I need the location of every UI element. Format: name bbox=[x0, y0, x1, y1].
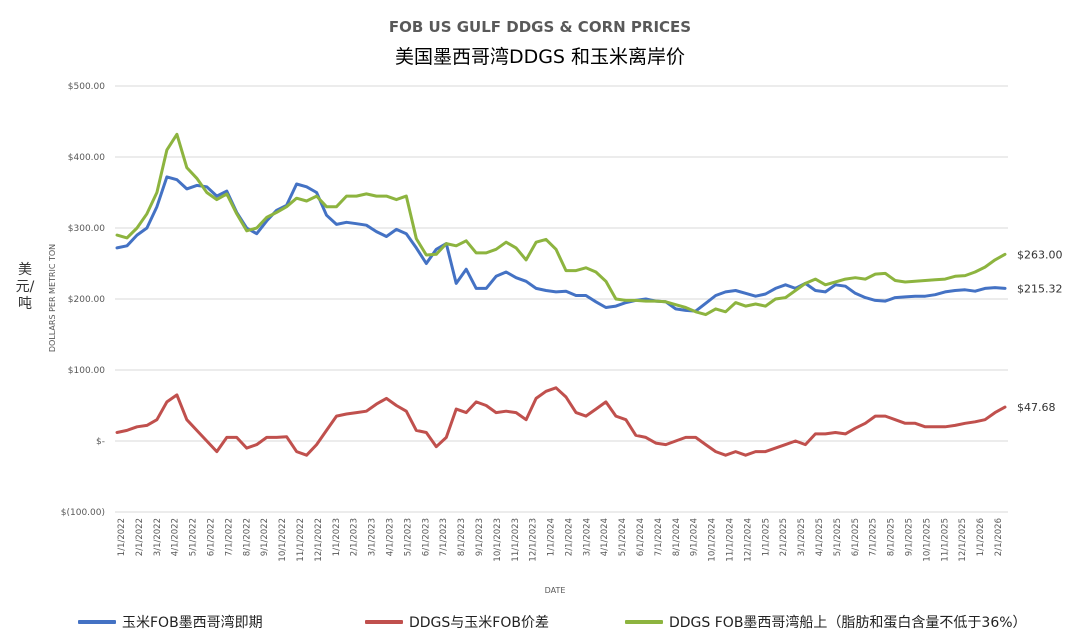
x-tick-label: 2/1/2022 bbox=[135, 518, 145, 556]
x-tick-label: 9/1/2023 bbox=[475, 518, 485, 556]
x-tick-label: 11/1/2022 bbox=[296, 518, 306, 562]
chart-title: FOB US GULF DDGS & CORN PRICES bbox=[388, 18, 692, 36]
x-tick-label: 9/1/2024 bbox=[690, 518, 700, 556]
x-tick-label: 4/1/2025 bbox=[815, 518, 825, 556]
unit-label: 美元/吨 bbox=[15, 262, 35, 312]
x-axis-label: DATE bbox=[545, 586, 566, 595]
legend-swatch-spread bbox=[365, 620, 403, 624]
y-tick-label: $(100.00) bbox=[61, 508, 105, 518]
x-tick-label: 11/1/2025 bbox=[940, 518, 950, 562]
x-tick-label: 3/1/2022 bbox=[153, 518, 163, 556]
y-tick-label: $400.00 bbox=[68, 153, 105, 163]
legend-item-ddgs: DDGS FOB墨西哥湾船上（脂肪和蛋白含量不低于36%） bbox=[625, 612, 1027, 632]
x-tick-label: 2/1/2023 bbox=[350, 518, 360, 556]
x-tick-label: 11/1/2024 bbox=[726, 518, 736, 562]
x-tick-label: 7/1/2022 bbox=[224, 518, 234, 556]
end-labels: $215.32 $263.00 $47.68 bbox=[1017, 248, 1063, 414]
x-tick-label: 8/1/2023 bbox=[457, 518, 467, 556]
x-tick-label: 7/1/2024 bbox=[654, 518, 664, 556]
x-tick-label: 4/1/2023 bbox=[385, 518, 395, 556]
x-tick-label: 3/1/2025 bbox=[797, 518, 807, 556]
x-tick-label: 5/1/2022 bbox=[189, 518, 199, 556]
x-tick-label: 8/1/2024 bbox=[672, 518, 682, 556]
x-tick-label: 4/1/2022 bbox=[171, 518, 181, 556]
x-tick-label: 11/1/2023 bbox=[511, 518, 521, 562]
x-tick-label: 6/1/2023 bbox=[421, 518, 431, 556]
x-tick-label: 10/1/2025 bbox=[922, 518, 932, 562]
series-ddgs-line bbox=[115, 132, 1007, 317]
legend-item-corn: 玉米FOB墨西哥湾即期 bbox=[78, 612, 263, 632]
x-tick-label: 7/1/2025 bbox=[869, 518, 879, 556]
legend-label-corn: 玉米FOB墨西哥湾即期 bbox=[122, 615, 263, 631]
legend-label-ddgs: DDGS FOB墨西哥湾船上（脂肪和蛋白含量不低于36%） bbox=[669, 615, 1027, 631]
x-tick-label: 8/1/2022 bbox=[242, 518, 252, 556]
end-value-label: $215.32 bbox=[1017, 282, 1063, 295]
x-tick-label: 1/1/2023 bbox=[332, 518, 342, 556]
x-tick-label: 8/1/2025 bbox=[887, 518, 897, 556]
legend-swatch-ddgs bbox=[625, 620, 663, 624]
legend-swatch-corn bbox=[78, 620, 116, 624]
x-tick-label: 5/1/2024 bbox=[618, 518, 628, 556]
x-tick-label: 6/1/2024 bbox=[636, 518, 646, 556]
series-corn-line bbox=[115, 175, 1007, 313]
x-tick-label: 1/1/2024 bbox=[547, 518, 557, 556]
x-tick-label: 9/1/2022 bbox=[260, 518, 270, 556]
y-tick-label: $100.00 bbox=[68, 366, 105, 376]
x-tick-label: 5/1/2025 bbox=[833, 518, 843, 556]
x-tick-label: 6/1/2022 bbox=[206, 518, 216, 556]
x-tick-label: 5/1/2023 bbox=[403, 518, 413, 556]
y-tick-label: $200.00 bbox=[68, 295, 105, 305]
x-tick-label: 2/1/2026 bbox=[994, 518, 1004, 556]
x-tick-label: 10/1/2024 bbox=[708, 518, 718, 562]
x-tick-label: 1/1/2022 bbox=[117, 518, 127, 556]
series-spread-line bbox=[115, 386, 1007, 457]
x-tick-label: 3/1/2023 bbox=[368, 518, 378, 556]
x-tick-label: 12/1/2023 bbox=[529, 518, 539, 562]
y-tick-label: $500.00 bbox=[68, 82, 105, 92]
x-tick-label: 7/1/2023 bbox=[439, 518, 449, 556]
x-tick-label: 12/1/2024 bbox=[743, 518, 753, 562]
x-tick-label: 4/1/2024 bbox=[600, 518, 610, 556]
end-value-label: $47.68 bbox=[1017, 401, 1056, 414]
y-axis-label: DOLLARS PER METRIC TON bbox=[48, 244, 57, 352]
x-tick-label: 2/1/2024 bbox=[564, 518, 574, 556]
y-tick-label: $300.00 bbox=[68, 224, 105, 234]
x-tick-label: 1/1/2025 bbox=[761, 518, 771, 556]
x-tick-label: 12/1/2025 bbox=[958, 518, 968, 562]
chart-subtitle: 美国墨西哥湾DDGS 和玉米离岸价 bbox=[394, 46, 686, 68]
x-axis-ticks: 1/1/2022 2/1/2022 3/1/2022 4/1/2022 5/1/2022… bbox=[117, 518, 1004, 562]
x-tick-label: 10/1/2023 bbox=[493, 518, 503, 562]
x-tick-label: 2/1/2025 bbox=[779, 518, 789, 556]
x-tick-label: 12/1/2022 bbox=[314, 518, 324, 562]
y-axis-ticks: $500.00 $400.00 $300.00 $200.00 $100.00 $- $(1… bbox=[61, 82, 106, 518]
x-tick-label: 6/1/2025 bbox=[851, 518, 861, 556]
legend-item-spread: DDGS与玉米FOB价差 bbox=[365, 612, 549, 632]
end-value-label: $263.00 bbox=[1017, 248, 1063, 261]
x-tick-label: 1/1/2026 bbox=[976, 518, 986, 556]
x-tick-label: 10/1/2022 bbox=[278, 518, 288, 562]
y-tick-label: $- bbox=[96, 437, 105, 447]
legend-label-spread: DDGS与玉米FOB价差 bbox=[409, 615, 549, 631]
x-tick-label: 9/1/2025 bbox=[905, 518, 915, 556]
series-lines bbox=[115, 132, 1007, 457]
x-tick-label: 3/1/2024 bbox=[582, 518, 592, 556]
